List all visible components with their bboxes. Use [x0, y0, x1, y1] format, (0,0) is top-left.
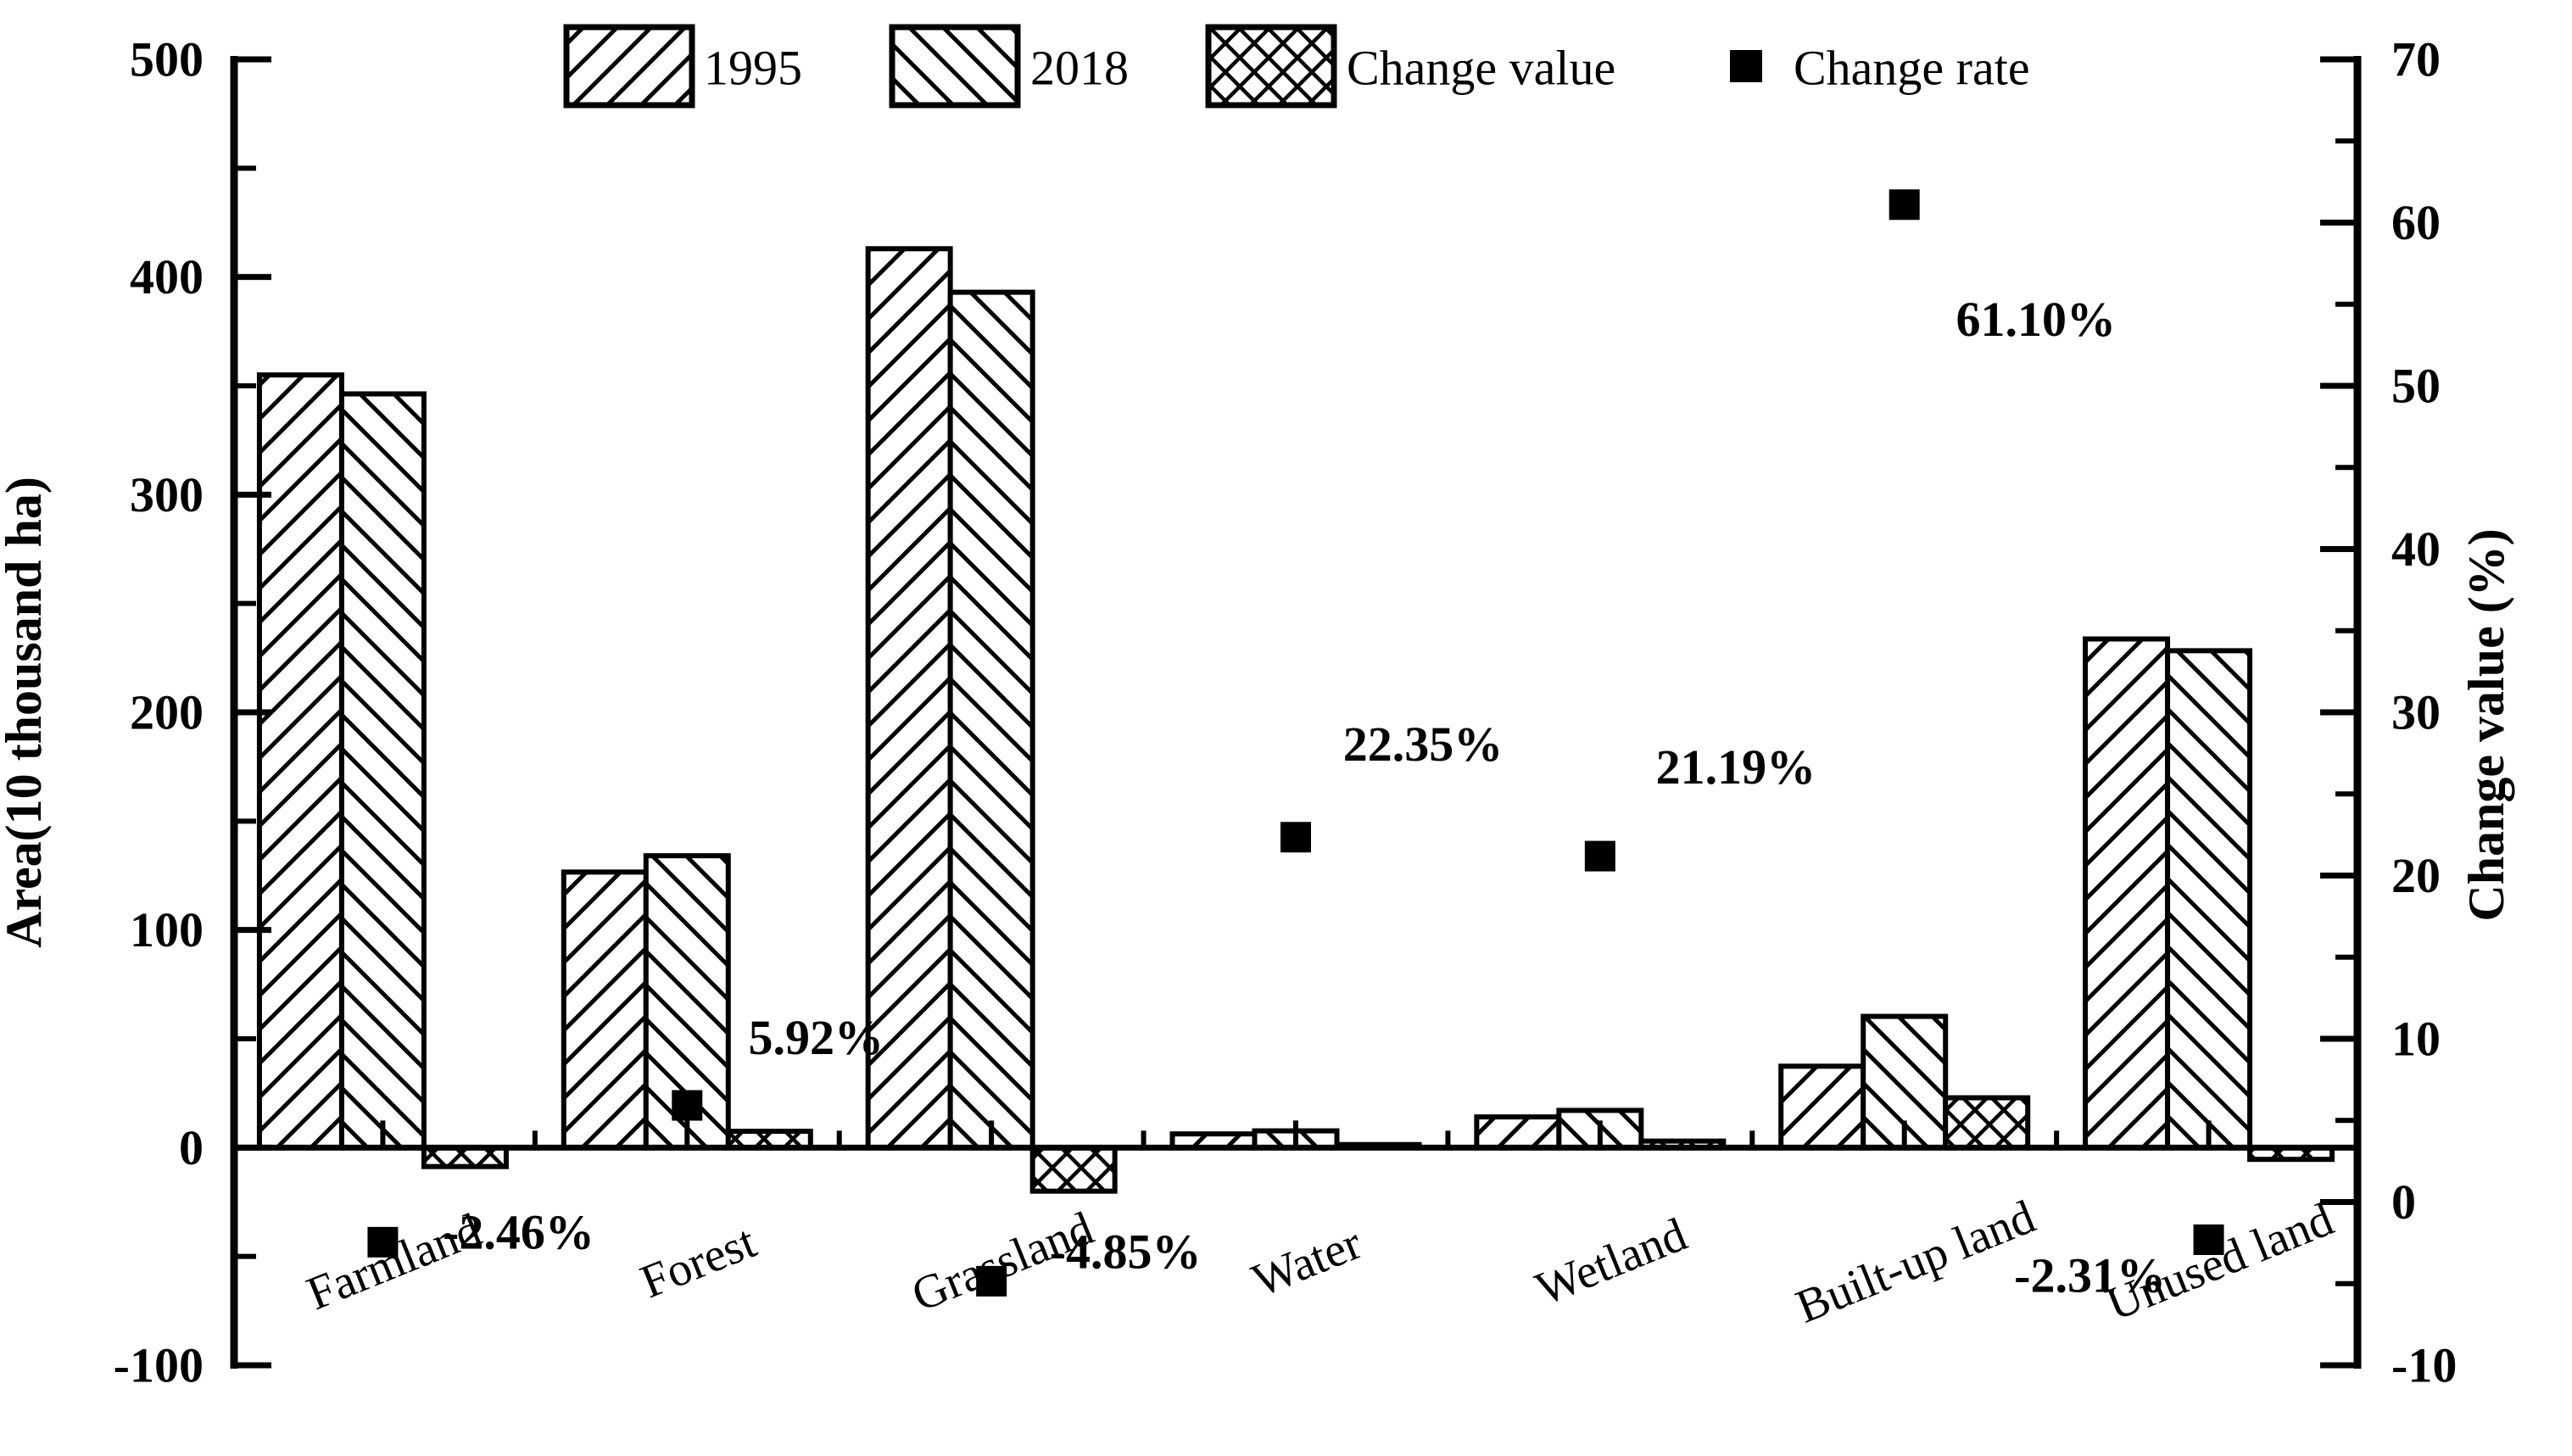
change-rate-marker-built-up-land	[1889, 189, 1920, 220]
change-rate-marker-farmland	[367, 1226, 399, 1258]
change-rate-annotation: 61.10%	[1956, 292, 2116, 347]
bar-change-value-grassland	[1029, 1145, 1118, 1194]
bar-2018-grassland	[947, 289, 1035, 1151]
right-axis-tick-label: 60	[2391, 195, 2441, 250]
x-category-label-wetland: Wetland	[1529, 1208, 1694, 1316]
change-rate-annotation: -2.31%	[2014, 1247, 2166, 1303]
left-axis-title: Area(10 thousand ha)	[0, 477, 52, 948]
legend-label: 1995	[704, 41, 802, 96]
change-rate-marker-forest	[672, 1090, 703, 1121]
legend-label: 2018	[1030, 41, 1129, 96]
change-rate-marker-wetland	[1584, 840, 1615, 872]
change-rate-annotation: 22.35%	[1343, 717, 1504, 772]
markers-layer: -2.46% 5.92% -4.85% 22.35% 21.19% 61.10% -2.31…	[367, 189, 2224, 1303]
bar-2018-farmland	[338, 391, 427, 1151]
left-axis-tick-label: 0	[179, 1120, 204, 1175]
left-axis-tick-label: 300	[130, 467, 204, 522]
x-category-label-built-up-land: Built-up land	[1789, 1191, 2043, 1334]
bar-1995-forest	[561, 869, 649, 1151]
left-axis-tick-label: 400	[130, 249, 204, 304]
bars-layer	[256, 246, 2335, 1194]
legend-label: Change value	[1347, 41, 1615, 96]
bar-1995-grassland	[865, 246, 953, 1151]
right-axis-title: Change value (%)	[2458, 528, 2514, 921]
change-rate-marker-unused-land	[2193, 1224, 2224, 1255]
legend-swatch-1995	[563, 24, 695, 109]
left-axis-tick-label: 200	[130, 685, 204, 740]
right-axis-tick-label: 20	[2391, 848, 2441, 903]
change-rate-annotation: 21.19%	[1656, 739, 1816, 795]
legend-swatch-change-value	[1205, 24, 1337, 109]
bar-2018-unused-land	[2165, 648, 2253, 1151]
right-axis-tick-label: 40	[2391, 522, 2441, 577]
left-axis-tick-label: -100	[114, 1338, 204, 1393]
change-rate-marker-water	[1280, 822, 1311, 853]
right-axis-tick-label: 50	[2391, 359, 2441, 414]
legend-swatch-change-rate	[1730, 50, 1762, 82]
legend-label: Change rate	[1794, 41, 2030, 96]
left-axis-tick-label: 100	[130, 902, 204, 957]
bar-change-value-built-up-land	[1943, 1095, 2031, 1151]
right-axis-tick-label: 70	[2391, 32, 2441, 87]
right-axis-tick-label: -10	[2391, 1338, 2457, 1393]
x-category-label-forest: Forest	[633, 1215, 763, 1308]
right-axis-tick-label: 0	[2391, 1174, 2416, 1230]
right-axis-tick-label: 30	[2391, 685, 2441, 740]
change-rate-annotation: -4.85%	[1050, 1224, 1202, 1279]
bar-1995-built-up-land	[1778, 1063, 1866, 1151]
change-rate-marker-grassland	[976, 1265, 1007, 1297]
right-axis-tick-label: 10	[2391, 1012, 2441, 1067]
left-axis-tick-label: 500	[130, 32, 204, 87]
legend: 1995 2018 Change value Change rate	[563, 24, 2030, 109]
change-rate-annotation: -2.46%	[443, 1204, 594, 1259]
x-category-label-water: Water	[1245, 1217, 1369, 1308]
bar-1995-farmland	[256, 372, 344, 1151]
bar-1995-wetland	[1474, 1114, 1562, 1151]
change-rate-annotation: 5.92%	[749, 1010, 884, 1065]
legend-swatch-2018	[889, 24, 1021, 109]
bar-1995-unused-land	[2083, 636, 2171, 1151]
